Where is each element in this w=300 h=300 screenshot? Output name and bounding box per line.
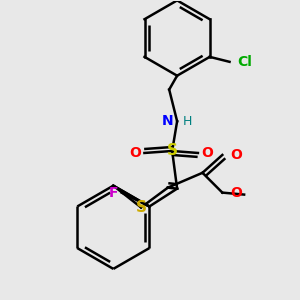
Text: N: N bbox=[161, 114, 173, 128]
Text: F: F bbox=[109, 186, 118, 200]
Text: Cl: Cl bbox=[238, 55, 252, 69]
Text: O: O bbox=[230, 186, 242, 200]
Text: H: H bbox=[183, 115, 192, 128]
Text: O: O bbox=[130, 146, 141, 160]
Text: S: S bbox=[136, 200, 147, 215]
Text: S: S bbox=[167, 143, 178, 158]
Text: O: O bbox=[230, 148, 242, 162]
Text: O: O bbox=[201, 146, 213, 160]
